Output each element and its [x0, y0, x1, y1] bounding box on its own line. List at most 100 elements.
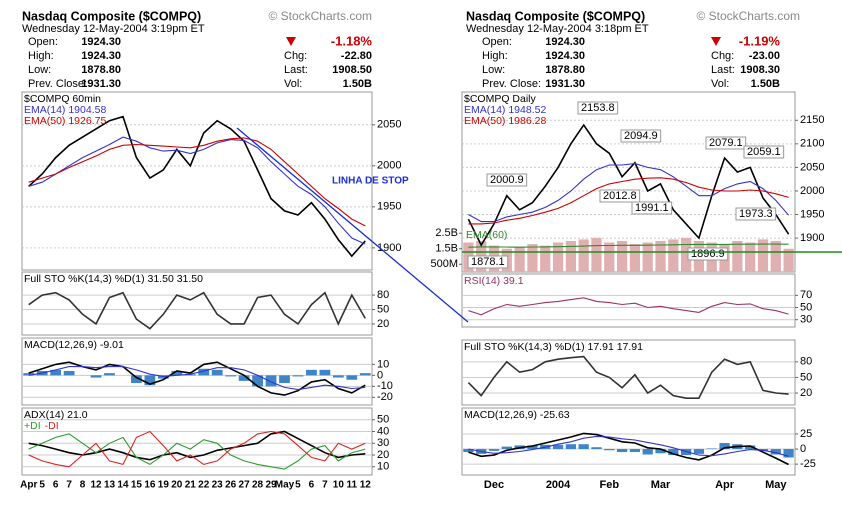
legend-entry: +DI — [24, 420, 41, 432]
legend-entry: EMA(50) 1986.28 — [464, 115, 546, 127]
legend-entry: MACD(12,26,9) -25.63 — [464, 409, 570, 421]
line — [28, 136, 366, 245]
x-tick-label: 10 — [333, 480, 345, 491]
bar — [279, 375, 290, 384]
bar — [757, 239, 769, 272]
quote-value: 1908.50 — [332, 64, 372, 76]
y-tick-label: 25 — [800, 428, 812, 440]
bar — [552, 444, 564, 450]
x-tick-label: 19 — [158, 480, 170, 491]
legend-entry: $COMPQ Daily — [464, 93, 537, 105]
quote-label: High: — [28, 50, 54, 62]
y-tick-label: 50 — [377, 414, 389, 426]
line — [468, 163, 790, 223]
quote-label: Low: — [482, 64, 505, 76]
x-tick-label: Apr — [715, 479, 735, 491]
annotation-box — [467, 255, 509, 269]
bar — [292, 375, 304, 377]
x-tick-label: 16 — [144, 480, 156, 491]
price-annotation: 2079.1 — [709, 137, 743, 149]
y-tick-label: 30 — [800, 314, 812, 326]
annotation-box — [620, 129, 662, 143]
x-tick-label: 12 — [360, 480, 372, 491]
quote-label: Last: — [711, 64, 735, 76]
bar — [157, 375, 169, 379]
x-tick-label: 13 — [104, 480, 116, 491]
x-tick-label: 7 — [66, 480, 72, 491]
bar — [488, 449, 500, 451]
annotation: LINHA DE STOP — [332, 176, 409, 187]
bar — [527, 244, 538, 272]
x-tick-label: 23 — [212, 480, 224, 491]
panel — [461, 339, 796, 406]
annotation-box — [735, 207, 777, 221]
bar — [501, 446, 512, 450]
bar — [565, 240, 576, 272]
bar — [23, 373, 35, 376]
annotation-box — [631, 201, 673, 215]
price-annotation: 2094.9 — [624, 130, 658, 142]
quote-value: 1924.30 — [81, 50, 121, 62]
y-tick-label: 1950 — [377, 201, 401, 213]
series-group — [23, 361, 371, 396]
legend-entry: EMA(14) 1904.58 — [24, 104, 106, 116]
bar — [732, 240, 743, 272]
bar — [184, 374, 196, 376]
down-arrow — [711, 37, 721, 46]
y-tick-label: 50 — [800, 301, 812, 313]
y-tick-label: 50 — [377, 303, 389, 315]
price-annotation: 2012.8 — [603, 190, 637, 202]
stop-line — [236, 127, 469, 323]
chart-background — [458, 6, 831, 94]
y-tick-label: 80 — [377, 289, 389, 301]
line — [28, 137, 366, 227]
line — [468, 243, 789, 248]
annotation-box — [577, 101, 619, 115]
bar — [306, 369, 317, 376]
quote-label: Prev. Close: — [482, 78, 541, 90]
chart-title: Nasdaq Composite ($COMPQ) — [466, 9, 645, 23]
legend-entry: EMA(60) — [466, 229, 507, 241]
x-tick-label: 8 — [80, 480, 86, 491]
x-tick-label: Apr — [20, 480, 37, 491]
quote-label: Chg: — [711, 50, 734, 62]
change-percent: -1.19% — [739, 33, 781, 48]
y-tick-label: -20 — [377, 391, 393, 403]
bar — [655, 449, 666, 454]
x-tick-label: 6 — [309, 480, 315, 491]
y2-tick-label: 1.5B — [435, 243, 458, 255]
bar — [463, 449, 474, 453]
panel — [21, 91, 373, 271]
bar — [319, 369, 331, 376]
line — [28, 366, 366, 391]
line — [468, 432, 789, 466]
y-tick-label: 2000 — [800, 185, 824, 197]
bar — [252, 375, 263, 387]
x-tick-label: 5 — [295, 480, 301, 491]
price-annotation: 1991.1 — [635, 202, 669, 214]
quote-value: 1.50B — [343, 78, 372, 90]
quote-label: Open: — [28, 36, 58, 48]
line — [28, 430, 366, 461]
bar — [578, 239, 589, 272]
y-tick-label: 20 — [377, 449, 389, 461]
quote-value: 1931.30 — [81, 78, 121, 90]
chart-background — [18, 6, 408, 94]
bar — [629, 244, 641, 272]
line — [468, 177, 789, 225]
legend-entry: $COMPQ 60min — [24, 93, 101, 105]
bar — [642, 449, 653, 455]
bar — [591, 447, 602, 450]
x-tick-label: May — [765, 479, 787, 491]
bar — [211, 369, 223, 376]
line — [468, 435, 789, 457]
x-tick-label: May — [275, 480, 295, 491]
y-tick-label: 0 — [800, 443, 806, 455]
y-tick-label: 2050 — [377, 119, 401, 131]
quote-label: Last: — [284, 64, 308, 76]
bar — [332, 375, 344, 378]
annotation-box — [486, 173, 528, 187]
quote-label: Low: — [28, 64, 51, 76]
legend-entry: EMA(14) 1948.52 — [464, 104, 546, 116]
bar — [629, 449, 641, 453]
